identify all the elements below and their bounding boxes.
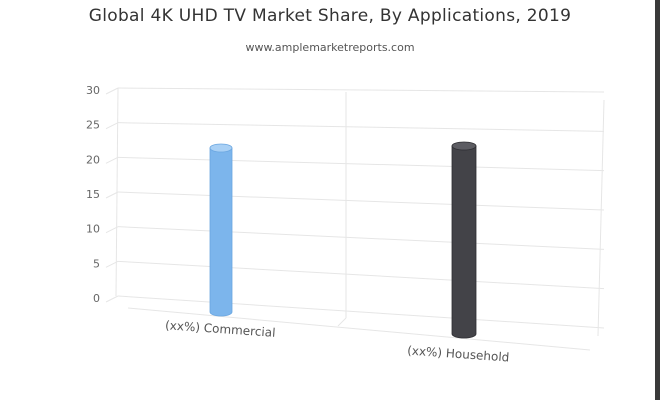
category-label: (xx%) Commercial — [165, 318, 276, 340]
chart-subtitle: www.amplemarketreports.com — [245, 41, 415, 54]
grid-layer — [105, 87, 605, 351]
y-axis-ticks: 0 5 10 15 20 25 30 — [86, 84, 100, 305]
floor-edge — [127, 307, 591, 351]
gridline-depth — [105, 156, 119, 164]
gridline-depth — [105, 122, 119, 130]
gridline-depth — [105, 87, 119, 95]
gridline-depth — [105, 226, 119, 234]
gridline — [117, 156, 605, 172]
gridline-depth — [105, 191, 119, 199]
y-tick-label: 10 — [86, 223, 100, 236]
gridline — [117, 260, 605, 290]
axis-left-wall — [115, 87, 119, 297]
bar-household[interactable] — [451, 141, 477, 339]
bar-top — [451, 141, 477, 151]
floor-divider — [337, 317, 347, 327]
bar-body — [451, 145, 477, 339]
gridline — [117, 87, 605, 93]
chart-title: Global 4K UHD TV Market Share, By Applic… — [88, 6, 572, 26]
gridline — [117, 191, 605, 211]
bar-top — [209, 143, 233, 153]
gridline — [117, 295, 605, 329]
y-tick-label: 30 — [86, 84, 100, 97]
bar-body — [209, 147, 233, 317]
y-tick-label: 15 — [86, 188, 100, 201]
y-tick-label: 5 — [93, 257, 100, 270]
axis-right-wall — [597, 99, 605, 337]
y-tick-label: 20 — [86, 153, 100, 166]
bar-commercial[interactable] — [209, 143, 233, 317]
gridline-depth — [105, 295, 119, 303]
category-label: (xx%) Household — [407, 343, 510, 364]
window-edge — [655, 0, 660, 400]
gridline — [117, 122, 605, 132]
gridline — [117, 226, 605, 250]
y-tick-label: 0 — [93, 292, 100, 305]
y-tick-label: 25 — [86, 119, 100, 132]
bars — [209, 141, 477, 339]
